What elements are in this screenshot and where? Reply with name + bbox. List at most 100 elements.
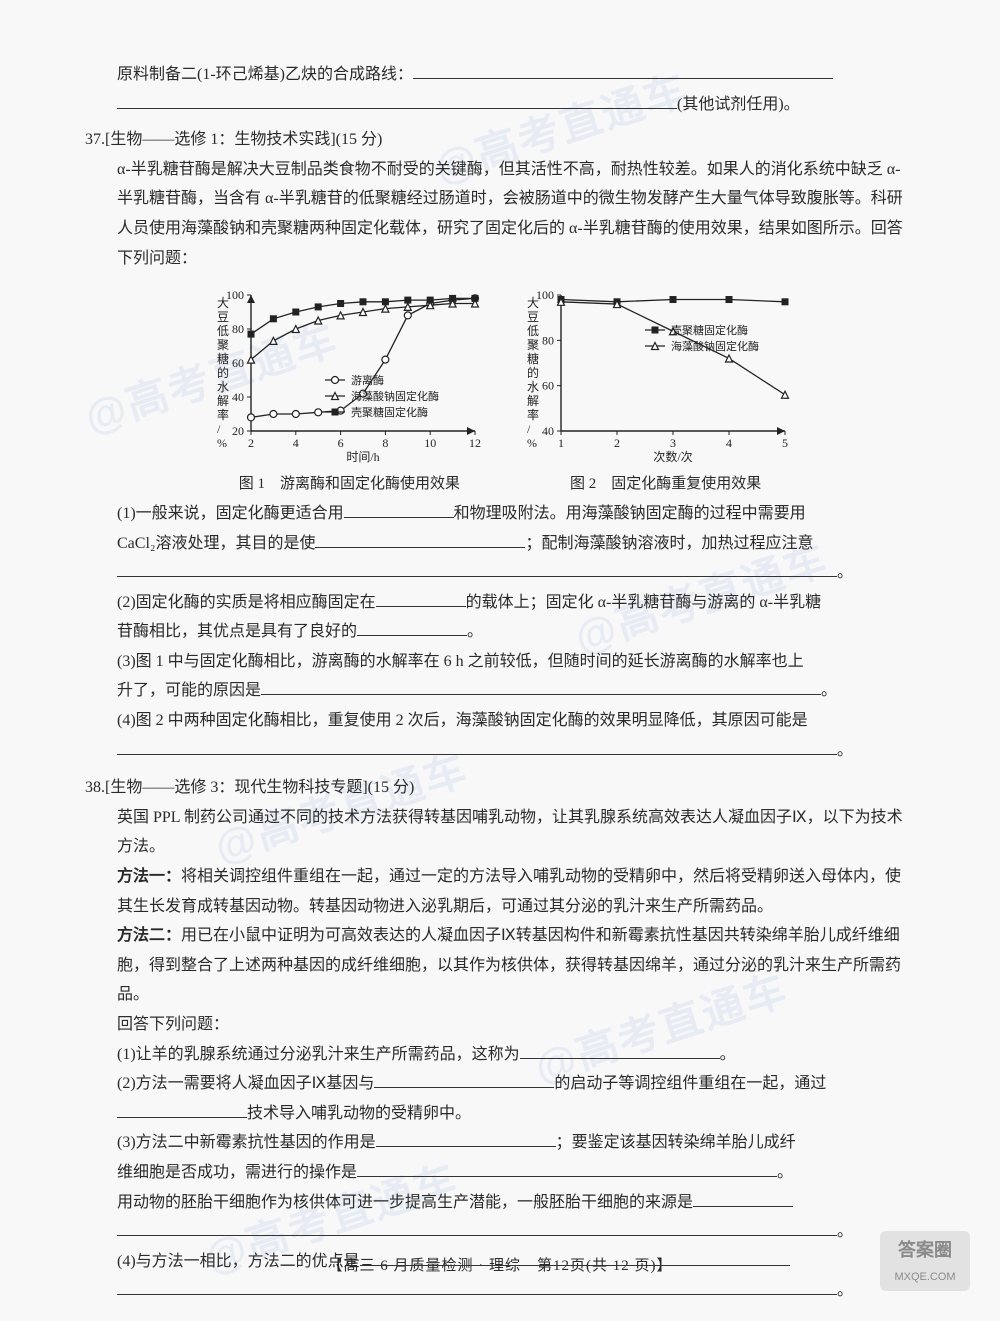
q38-title: [生物——选修 3：现代生物科技专题](15 分): [105, 779, 414, 796]
q38-m1: 方法一：将相关调控组件重组在一起，通过一定的方法导入哺乳动物的受精卵中，然后将受…: [85, 862, 915, 921]
blank: [117, 1219, 837, 1237]
q37-3: (3)图 1 中与固定化酶相比，游离酶的水解率在 6 h 之前较低，但随时间的延…: [85, 647, 915, 677]
svg-text:水: 水: [217, 380, 229, 394]
question-37: 37.[生物——选修 1：生物技术实践](15 分) α-半乳糖苷酶是解决大豆制…: [85, 125, 915, 765]
svg-text:的: 的: [527, 365, 539, 380]
intro-line2: (其他试剂任用)。: [85, 90, 915, 120]
text: (1)一般来说，固定化酶更适合用: [117, 505, 344, 522]
svg-text:的: 的: [217, 365, 229, 380]
svg-text:大: 大: [527, 296, 539, 310]
svg-text:80: 80: [542, 333, 554, 347]
q38-m2: 方法二：用已在小鼠中证明为可高效表达的人凝血因子Ⅸ转基因构件和新霉素抗性基因共转…: [85, 921, 915, 1010]
q37-title: [生物——选修 1：生物技术实践](15 分): [105, 131, 382, 148]
q38-4: (4)与方法一相比，方法二的优点是: [85, 1247, 915, 1277]
blank: [117, 560, 837, 578]
svg-text:4: 4: [726, 436, 732, 450]
svg-text:6: 6: [338, 436, 344, 450]
q38-4b: 。: [85, 1276, 915, 1306]
q37-1: (1)一般来说，固定化酶更适合用 和物理吸附法。用海藻酸钠固定酶的过程中需要用: [85, 499, 915, 529]
svg-text:%: %: [527, 436, 537, 450]
text: 苷酶相比，其优点是具有了良好的: [117, 623, 357, 640]
svg-text:低: 低: [217, 324, 229, 338]
svg-text:糖: 糖: [217, 351, 229, 366]
chart1-caption: 图 1 游离酶和固定化酶使用效果: [239, 471, 460, 499]
svg-text:解: 解: [217, 394, 229, 408]
svg-text:%: %: [217, 436, 227, 450]
text: 。: [837, 1282, 853, 1299]
svg-text:20: 20: [232, 424, 244, 438]
q37-4b: 。: [85, 736, 915, 766]
q37-stem: α-半乳糖苷酶是解决大豆制品类食物不耐受的关键酶，但其活性不高，耐热性较差。如果…: [85, 155, 915, 273]
method2-text: 用已在小鼠中证明为可高效表达的人凝血因子Ⅸ转基因构件和新霉素抗性基因共转染绵羊胎…: [117, 927, 901, 1003]
text: 技术导入哺乳动物的受精卵中。: [247, 1105, 471, 1122]
text: 。: [720, 1046, 736, 1063]
blank: [117, 737, 837, 755]
text: 。: [837, 742, 853, 759]
blank: [357, 619, 467, 637]
q37-1b: CaCl₂溶液处理，其目的是使 ；配制海藻酸钠溶液时，加热过程应注意: [85, 529, 915, 559]
svg-text:/: /: [527, 422, 531, 436]
blank: [117, 91, 677, 109]
svg-text:8: 8: [382, 436, 388, 450]
svg-text:40: 40: [542, 424, 554, 438]
text: (2)方法一需要将人凝血因子Ⅸ基因与: [117, 1075, 374, 1092]
text: CaCl₂溶液处理，其目的是使: [117, 535, 315, 552]
text: 和物理吸附法。用海藻酸钠固定酶的过程中需要用: [454, 505, 806, 522]
blank: [693, 1189, 793, 1207]
text: 维细胞是否成功，需进行的操作是: [117, 1164, 357, 1181]
text: ；配制海藻酸钠溶液时，加热过程应注意: [525, 535, 813, 552]
chart-row: 2040608010024681012大豆低聚糖的水解率/%时间/h游离酶海藻酸…: [85, 285, 915, 465]
svg-text:豆: 豆: [527, 310, 539, 324]
blank: [117, 1100, 247, 1118]
q38-3b: 维细胞是否成功，需进行的操作是。: [85, 1158, 915, 1188]
svg-text:聚: 聚: [527, 338, 539, 352]
svg-text:60: 60: [542, 379, 554, 393]
q37-2b: 苷酶相比，其优点是具有了良好的 。: [85, 617, 915, 647]
svg-text:游离酶: 游离酶: [351, 373, 384, 387]
q38-stem: 英国 PPL 制药公司通过不同的技术方法获得转基因哺乳动物，让其乳腺系统高效表达…: [85, 803, 915, 862]
svg-text:2: 2: [614, 436, 620, 450]
q37-num: 37.: [85, 131, 105, 148]
svg-text:率: 率: [217, 407, 229, 422]
svg-text:1: 1: [558, 436, 564, 450]
question-38: 38.[生物——选修 3：现代生物科技专题](15 分) 英国 PPL 制药公司…: [85, 773, 915, 1306]
svg-text:5: 5: [782, 436, 788, 450]
svg-text:次数/次: 次数/次: [653, 449, 692, 464]
blank: [360, 1248, 790, 1266]
q38-2: (2)方法一需要将人凝血因子Ⅸ基因与的启动子等调控组件重组在一起，通过: [85, 1069, 915, 1099]
text: (3)方法二中新霉素抗性基因的作用是: [117, 1134, 376, 1151]
q37-2: (2)固定化酶的实质是将相应酶固定在的载体上；固定化 α-半乳糖苷酶与游离的 α…: [85, 588, 915, 618]
blank: [315, 530, 525, 548]
blank: [344, 500, 454, 518]
blank: [520, 1041, 720, 1059]
blank: [117, 1278, 837, 1296]
svg-text:壳聚糖固定化酶: 壳聚糖固定化酶: [671, 323, 748, 337]
text: (4)与方法一相比，方法二的优点是: [117, 1253, 360, 1270]
chart2-svg: 40608010012345大豆低聚糖的水解率/%次数/次壳聚糖固定化酶海藻酸钠…: [515, 285, 795, 465]
method1-text: 将相关调控组件重组在一起，通过一定的方法导入哺乳动物的受精卵中，然后将受精卵送入…: [117, 868, 901, 915]
q38-1: (1)让羊的乳腺系统通过分泌乳汁来生产所需药品，这称为 。: [85, 1040, 915, 1070]
text: 的载体上；固定化 α-半乳糖苷酶与游离的 α-半乳糖: [466, 594, 821, 611]
intro-line: 原料制备二(1-环己烯基)乙炔的合成路线：: [85, 60, 915, 90]
blank: [374, 1071, 554, 1089]
svg-text:10: 10: [424, 436, 436, 450]
chart1-svg: 2040608010024681012大豆低聚糖的水解率/%时间/h游离酶海藻酸…: [205, 285, 485, 465]
q38-3c: 用动物的胚胎干细胞作为核供体可进一步提高生产潜能，一般胚胎干细胞的来源是: [85, 1188, 915, 1218]
text: 。: [467, 623, 483, 640]
chart-captions: 图 1 游离酶和固定化酶使用效果 图 2 固定化酶重复使用效果: [85, 471, 915, 499]
svg-text:解: 解: [527, 394, 539, 408]
svg-text:糖: 糖: [527, 351, 539, 366]
blank: [413, 61, 833, 79]
svg-text:3: 3: [670, 436, 676, 450]
text: (4)图 2 中两种固定化酶相比，重复使用 2 次后，海藻酸钠固定化酶的效果明显…: [117, 712, 808, 729]
q37-3b: 升了，可能的原因是。: [85, 676, 915, 706]
q38-2b: 技术导入哺乳动物的受精卵中。: [85, 1099, 915, 1129]
text: 用动物的胚胎干细胞作为核供体可进一步提高生产潜能，一般胚胎干细胞的来源是: [117, 1194, 693, 1211]
intro-text: 原料制备二(1-环己烯基)乙炔的合成路线：: [117, 66, 413, 83]
svg-text:壳聚糖固定化酶: 壳聚糖固定化酶: [351, 405, 428, 419]
method2-label: 方法二：: [117, 927, 181, 944]
text: (1)让羊的乳腺系统通过分泌乳汁来生产所需药品，这称为: [117, 1046, 520, 1063]
blank: [261, 678, 821, 696]
svg-text:率: 率: [527, 407, 539, 422]
q37-1c: 。: [85, 558, 915, 588]
